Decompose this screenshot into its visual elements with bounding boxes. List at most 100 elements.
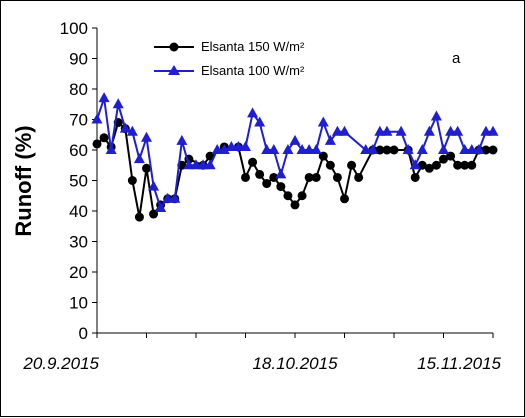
data-point-series-2 xyxy=(254,116,266,127)
data-point-series-2 xyxy=(331,125,343,136)
data-point-series-2 xyxy=(126,125,138,136)
y-tick-label: 70 xyxy=(69,111,88,130)
data-point-series-2 xyxy=(240,140,251,151)
data-point-series-1 xyxy=(347,160,357,170)
data-point-series-2 xyxy=(232,140,244,151)
data-point-series-1 xyxy=(248,157,258,167)
data-point-series-2 xyxy=(162,192,174,203)
data-point-series-2 xyxy=(409,159,421,170)
data-point-series-2 xyxy=(197,159,209,170)
data-point-series-2 xyxy=(133,153,145,164)
data-point-series-1 xyxy=(410,172,420,182)
data-point-series-1 xyxy=(269,172,279,182)
data-point-series-1 xyxy=(417,160,427,170)
data-point-series-2 xyxy=(416,144,428,154)
data-point-series-2 xyxy=(225,140,237,151)
data-point-series-1 xyxy=(311,172,321,182)
y-tick-label: 30 xyxy=(69,233,88,252)
data-point-series-1 xyxy=(142,163,151,173)
data-point-series-2 xyxy=(119,122,131,133)
data-point-series-2 xyxy=(360,144,372,154)
data-point-series-1 xyxy=(297,191,307,201)
data-point-series-1 xyxy=(481,145,491,155)
data-point-series-2 xyxy=(218,144,230,154)
data-point-series-2 xyxy=(190,159,202,170)
data-point-series-2 xyxy=(317,116,329,127)
legend-label-series-1: Elsanta 150 W/m² xyxy=(201,39,305,54)
data-point-series-1 xyxy=(325,160,335,170)
data-point-series-2 xyxy=(148,180,160,191)
y-tick-label: 10 xyxy=(69,294,88,313)
data-point-series-1 xyxy=(283,191,293,201)
data-point-series-2 xyxy=(374,125,386,136)
legend: Elsanta 150 W/m² Elsanta 100 W/m² xyxy=(154,39,305,78)
y-tick-label: 80 xyxy=(69,80,88,99)
series-line-2 xyxy=(96,97,493,209)
data-point-series-2 xyxy=(339,125,350,136)
data-point-series-1 xyxy=(375,145,385,155)
data-point-series-2 xyxy=(169,192,181,203)
data-point-series-2 xyxy=(98,92,110,103)
data-point-series-2 xyxy=(261,144,273,154)
data-point-series-1 xyxy=(127,176,137,185)
data-point-series-2 xyxy=(480,125,492,136)
data-point-series-1 xyxy=(332,172,342,182)
data-point-series-1 xyxy=(424,163,434,173)
data-point-series-2 xyxy=(204,159,216,170)
data-point-series-2 xyxy=(430,110,442,121)
data-point-series-1 xyxy=(453,160,463,170)
data-point-series-2 xyxy=(310,144,322,154)
data-point-series-2 xyxy=(183,159,195,170)
data-point-series-2 xyxy=(445,125,457,136)
data-point-series-2 xyxy=(141,131,152,142)
data-point-series-2 xyxy=(466,144,478,154)
y-tick-label: 50 xyxy=(69,172,88,191)
y-tick-label: 40 xyxy=(69,202,88,221)
data-point-series-2 xyxy=(155,201,167,212)
data-point-series-2 xyxy=(247,107,259,118)
axes: 0 10 20 30 40 50 60 70 80 90 100 20.9.2015 18.10.201… xyxy=(22,19,501,373)
series-layer xyxy=(91,92,499,222)
y-tick-label: 20 xyxy=(69,263,88,282)
y-tick-label: 60 xyxy=(69,141,88,160)
data-point-series-2 xyxy=(289,134,301,145)
data-point-series-1 xyxy=(382,145,392,155)
data-point-series-2 xyxy=(438,144,449,154)
data-point-series-1 xyxy=(241,172,250,182)
y-tick-label: 0 xyxy=(79,324,88,343)
panel-annotation: a xyxy=(452,50,461,67)
data-point-series-2 xyxy=(459,144,471,154)
data-point-series-2 xyxy=(112,98,124,109)
data-point-series-2 xyxy=(211,144,223,154)
x-tick-label: 18.10.2015 xyxy=(252,354,338,373)
data-point-series-2 xyxy=(367,144,379,154)
data-point-series-2 xyxy=(275,168,287,179)
legend-marker-series-1 xyxy=(169,42,179,52)
data-point-series-2 xyxy=(282,144,294,154)
x-tick-label: 15.11.2015 xyxy=(417,354,501,373)
data-point-series-2 xyxy=(395,125,407,136)
data-point-series-1 xyxy=(340,194,349,204)
data-point-series-2 xyxy=(296,144,308,154)
data-point-series-1 xyxy=(262,179,272,189)
y-tick-label: 90 xyxy=(69,50,88,69)
data-point-series-2 xyxy=(381,125,393,136)
data-point-series-1 xyxy=(92,139,102,149)
data-point-series-1 xyxy=(134,212,144,222)
y-axis-label: Runoff (%) xyxy=(11,125,36,236)
data-point-series-2 xyxy=(176,134,188,145)
data-point-series-1 xyxy=(276,182,286,192)
data-point-series-1 xyxy=(389,145,399,155)
data-point-series-1 xyxy=(460,160,470,170)
data-point-series-2 xyxy=(324,134,336,145)
data-point-series-1 xyxy=(488,145,498,155)
data-point-series-2 xyxy=(423,125,435,136)
data-point-series-1 xyxy=(99,133,109,143)
data-point-series-1 xyxy=(255,169,265,179)
x-tick-label: 20.9.2015 xyxy=(22,354,99,373)
data-point-series-2 xyxy=(91,113,103,124)
data-point-series-2 xyxy=(105,144,117,154)
legend-marker-series-2 xyxy=(168,65,180,75)
y-tick-label: 100 xyxy=(60,19,88,38)
